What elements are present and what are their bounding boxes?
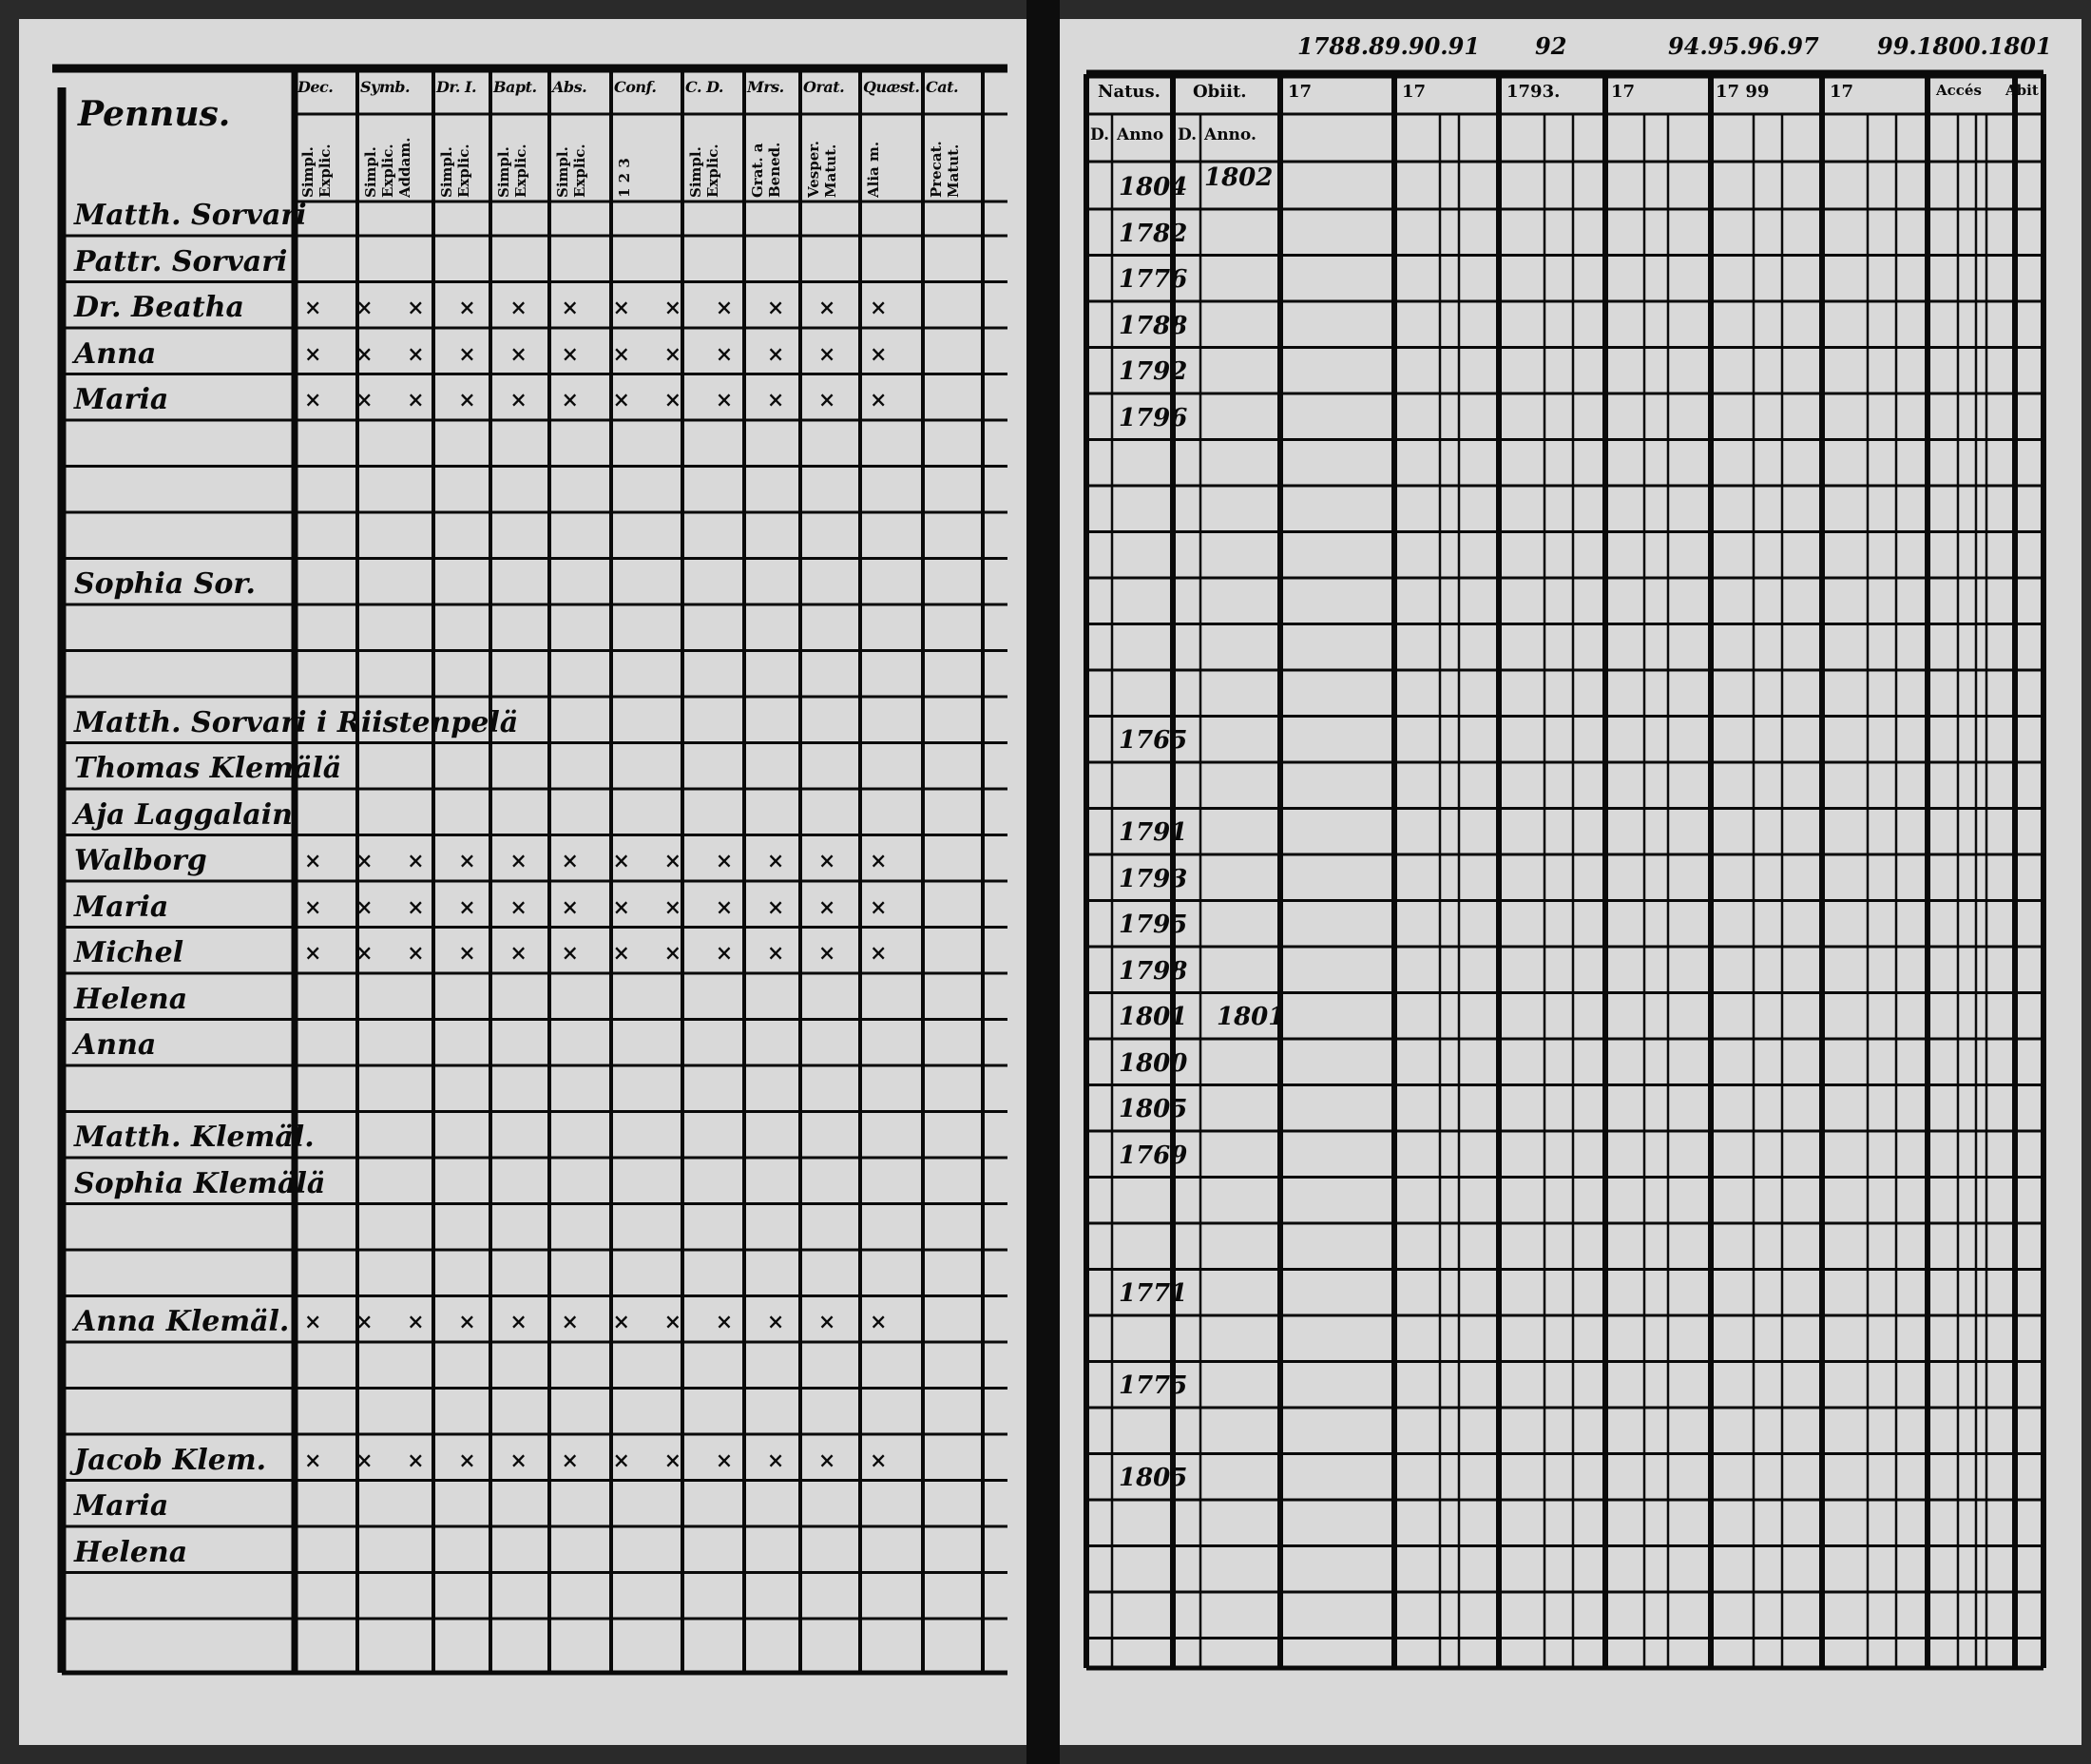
year-note: 92 [1535,32,1567,60]
column-header: Orat. [803,78,845,96]
entry-name: Maria [74,1489,169,1523]
column-header: 1793. [1506,82,1561,102]
birth-year: 1793 [1119,864,1188,893]
entry-name: Anna [74,1028,157,1062]
birth-year: 1798 [1119,956,1188,986]
birth-year: 1791 [1119,818,1188,847]
column-header: Obiit. [1193,82,1247,102]
column-header: Cat. [926,78,959,96]
catechism-marks: × × × × × × × × × × × × [304,341,901,367]
catechism-marks: × × × × × × × × × × × × [304,894,901,920]
birth-year: 1771 [1119,1279,1188,1308]
column-subheader: Precat. Matut. [928,141,962,198]
right-ruled-grid [1084,69,2046,1671]
entry-name: Jacob Klem. [74,1443,267,1477]
column-header: Conf. [614,78,657,96]
entry-name: Helena [74,982,188,1016]
entry-name: Maria [74,383,169,416]
entry-name: Dr. Beatha [74,291,244,324]
catechism-marks: × × × × × × × × × × × × [304,296,901,320]
entry-name: Anna [74,336,157,371]
column-header: 17 [1611,82,1636,102]
entry-name: Michel [74,936,184,969]
column-header: Mrs. [747,78,784,96]
catechism-marks: × × × × × × × × × × × × [304,1448,901,1473]
birth-year: 1776 [1119,265,1188,294]
year-note: 94.95.96.97 [1668,32,1819,60]
column-header: 17 [1830,82,1854,102]
entry-name: Aja Laggalain [74,797,293,832]
entry-name: Matth. Sorvari [74,199,307,232]
catechism-marks: × × × × × × × × × × × × [304,941,901,966]
column-header: 17 [1288,82,1313,102]
column-header: 17 99 [1716,82,1770,102]
death-year: 1802 [1204,163,1274,192]
entry-name: Helena [74,1535,188,1569]
birth-year: 1782 [1119,219,1188,248]
column-header: Symb. [360,78,411,96]
column-subheader: D. [1090,125,1110,144]
birth-year: 1801 [1119,1003,1188,1031]
column-subheader: Alia m. [865,141,882,198]
year-note: 1788.89.90.91 [1297,32,1481,60]
birth-year: 1788 [1119,311,1188,340]
birth-year: 1765 [1119,726,1188,755]
column-subheader: 1 2 3 [616,158,633,198]
column-subheader: Anno [1117,125,1164,144]
column-header: Natus. [1098,82,1161,102]
left-ruled-grid [52,64,1007,1676]
entry-name: Sophia Klemälä [74,1166,326,1200]
column-subheader: Simpl. Explic. Addam. [362,137,413,198]
book-gutter [1026,0,1060,1764]
column-subheader: Simpl. Explic. [687,144,721,198]
birth-year: 1800 [1119,1048,1188,1078]
death-year: 1801 [1217,1003,1286,1031]
entry-name: Maria [74,890,169,924]
column-header: Accés [1936,82,1982,99]
birth-year: 1769 [1119,1141,1188,1170]
column-header: Quæst. [863,78,920,96]
entry-name: Matth. Sorvari i Riistenpelä [74,705,519,739]
entry-name: Walborg [74,844,207,877]
entry-name: Pattr. Sorvari [74,244,288,278]
birth-year: 1775 [1119,1371,1188,1400]
left-page: Pennus. Dec. Simpl. Explic. Symb. Simpl. Ex… [19,19,1026,1745]
column-subheader: Simpl. Explic. [554,144,588,198]
birth-year: 1805 [1119,1095,1188,1123]
column-header: C. D. [685,78,723,96]
catechism-marks: × × × × × × × × × × × × [304,388,901,412]
column-header: Abs. [552,78,587,96]
birth-year: 1795 [1119,911,1188,939]
column-header: Abit [2005,82,2039,99]
column-subheader: Simpl. Explic. [299,144,334,198]
column-subheader: Simpl. Explic. [495,144,529,198]
birth-year: 1805 [1119,1464,1188,1492]
column-header: 17 [1402,82,1427,102]
entry-name: Anna Klemäl. [74,1305,290,1338]
catechism-marks: × × × × × × × × × × × × [304,1310,901,1334]
birth-year: 1804 [1119,173,1188,201]
column-subheader: Simpl. Explic. [438,144,472,198]
column-header: Dr. I. [436,78,477,96]
entry-name: Matth. Klemäl. [74,1121,315,1154]
column-subheader: Grat. a Bened. [749,142,783,198]
column-subheader: Anno. [1204,125,1257,144]
year-note: 99.1800.1801 [1877,32,2052,60]
page-title: Pennus. [78,94,231,134]
catechism-marks: × × × × × × × × × × × × [304,849,901,873]
column-header: Bapt. [493,78,537,96]
birth-year: 1792 [1119,357,1188,386]
column-subheader: Vesper. Matut. [805,140,839,198]
birth-year: 1796 [1119,403,1188,432]
entry-name: Sophia Sor. [74,567,256,601]
entry-name: Thomas Klemälä [74,752,342,785]
right-page: 1788.89.90.91 92 94.95.96.97 99.1800.1801 N… [1060,19,2081,1745]
column-subheader: D. [1178,125,1198,144]
column-header: Dec. [297,78,334,96]
